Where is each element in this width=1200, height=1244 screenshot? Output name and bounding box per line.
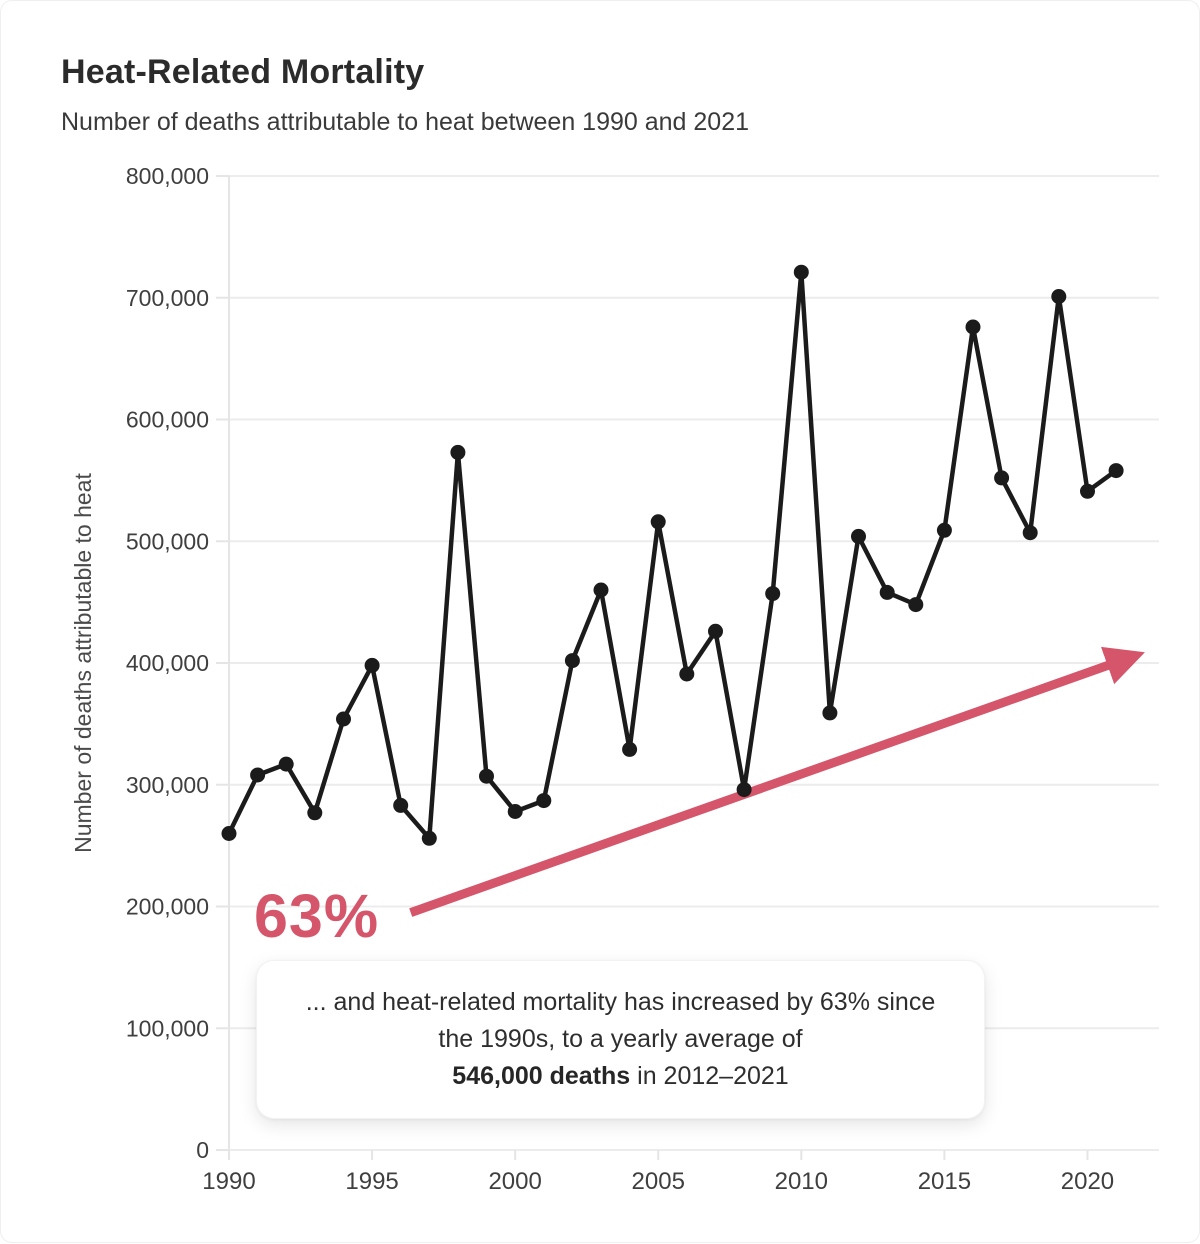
- data-point: [965, 319, 981, 335]
- y-tick-label: 800,000: [126, 163, 209, 189]
- callout-line3-tail: in 2012–2021: [630, 1062, 789, 1090]
- data-point: [708, 623, 723, 639]
- data-point: [1051, 289, 1067, 304]
- y-tick-label: 600,000: [126, 407, 209, 433]
- y-tick-label: 400,000: [126, 650, 209, 676]
- y-tick-label: 0: [196, 1137, 209, 1163]
- data-point: [507, 804, 523, 819]
- data-point: [793, 264, 809, 280]
- data-point: [221, 826, 237, 841]
- y-tick-label: 200,000: [126, 894, 209, 920]
- callout-text: ... and heat-related mortality has incre…: [306, 984, 936, 1095]
- y-tick-label: 100,000: [126, 1015, 209, 1041]
- callout-box: ... and heat-related mortality has incre…: [256, 960, 985, 1119]
- data-point: [393, 797, 409, 813]
- data-point: [622, 741, 638, 757]
- data-point: [307, 805, 323, 821]
- data-point: [822, 705, 838, 721]
- y-tick-label: 300,000: [126, 772, 209, 798]
- data-point: [1022, 525, 1038, 541]
- data-point: [564, 653, 580, 669]
- x-tick-label: 2015: [918, 1168, 971, 1195]
- page-subtitle: Number of deaths attributable to heat be…: [61, 108, 750, 136]
- data-point: [851, 528, 866, 544]
- data-point: [336, 711, 351, 727]
- page-title: Heat-Related Mortality: [61, 53, 425, 91]
- data-line: [226, 269, 1119, 841]
- x-tick-label: 1995: [345, 1168, 398, 1195]
- data-point: [994, 470, 1010, 486]
- data-point: [908, 597, 924, 613]
- x-tick-label: 2010: [775, 1168, 828, 1195]
- data-point: [879, 584, 895, 600]
- data-point: [936, 522, 952, 538]
- data-point: [421, 830, 437, 846]
- data-point: [364, 657, 380, 673]
- data-point: [1080, 483, 1095, 499]
- data-point: [765, 586, 781, 602]
- trend-arrow: [409, 646, 1145, 917]
- x-tick-label: 2000: [488, 1168, 541, 1195]
- data-point: [450, 444, 466, 460]
- data-point: [679, 666, 695, 682]
- percent-increase-label: 63%: [254, 882, 380, 950]
- data-point: [479, 768, 494, 784]
- data-point: [650, 514, 666, 530]
- data-point: [593, 582, 609, 598]
- callout-line2: the 1990s, to a yearly average of: [438, 1025, 803, 1053]
- callout-bold-value: 546,000 deaths: [452, 1062, 631, 1090]
- callout-line1: ... and heat-related mortality has incre…: [305, 988, 936, 1016]
- data-point: [278, 756, 294, 772]
- y-tick-label: 700,000: [126, 285, 209, 311]
- data-point: [250, 767, 266, 783]
- y-tick-label: 500,000: [126, 528, 209, 554]
- x-tick-label: 2020: [1061, 1168, 1114, 1195]
- data-point: [536, 793, 552, 809]
- data-point: [1108, 463, 1124, 479]
- x-tick-label: 1990: [202, 1168, 255, 1195]
- y-axis-title: Number of deaths attributable to heat: [70, 473, 96, 853]
- x-tick-label: 2005: [632, 1168, 685, 1195]
- data-point: [736, 782, 752, 798]
